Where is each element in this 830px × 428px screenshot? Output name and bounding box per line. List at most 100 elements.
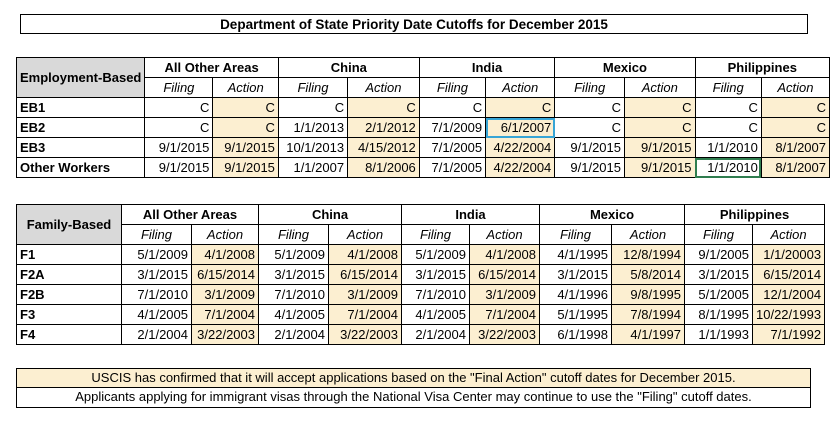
group-header: Philippines <box>694 57 830 78</box>
filing-date-cell[interactable]: 4/1/2005 <box>401 304 470 325</box>
action-date-cell[interactable]: 9/1/2015 <box>624 157 696 178</box>
filing-date-cell[interactable]: 6/1/1998 <box>539 324 612 345</box>
action-date-cell[interactable]: 4/1/2008 <box>469 244 540 265</box>
action-date-cell[interactable]: 4/1/1997 <box>611 324 685 345</box>
action-date-cell[interactable]: 8/1/2007 <box>760 157 830 178</box>
action-date-cell[interactable]: C <box>624 117 696 138</box>
action-date-cell[interactable]: 6/15/2014 <box>328 264 402 285</box>
filing-date-cell[interactable]: C <box>418 97 487 118</box>
action-date-cell[interactable]: 9/1/2015 <box>212 157 279 178</box>
action-date-cell[interactable]: C <box>760 117 830 138</box>
action-date-cell[interactable]: 6/15/2014 <box>751 264 826 285</box>
filing-date-cell[interactable]: 9/1/2015 <box>144 157 214 178</box>
filing-date-cell[interactable]: 1/1/2010 <box>694 137 762 158</box>
action-subheader: Action <box>485 77 556 98</box>
action-date-cell[interactable]: C <box>212 97 279 118</box>
filing-date-cell[interactable]: C <box>694 97 762 118</box>
action-date-cell[interactable]: 7/1/1992 <box>751 324 826 345</box>
filing-date-cell[interactable]: 9/1/2015 <box>554 137 625 158</box>
filing-date-cell[interactable]: 1/1/1993 <box>684 324 753 345</box>
action-date-cell[interactable]: C <box>212 117 279 138</box>
action-date-cell[interactable]: 4/1/2008 <box>328 244 402 265</box>
action-date-cell[interactable]: 8/1/2007 <box>760 137 830 158</box>
filing-date-cell[interactable]: 3/1/2015 <box>121 264 192 285</box>
row-label: F2A <box>16 264 122 285</box>
filing-date-cell[interactable]: 9/1/2005 <box>684 244 753 265</box>
action-date-cell[interactable]: C <box>347 97 420 118</box>
filing-date-cell[interactable]: C <box>554 117 625 138</box>
action-date-cell[interactable]: 3/22/2003 <box>191 324 259 345</box>
filing-date-cell[interactable]: 3/1/2015 <box>401 264 470 285</box>
action-date-cell[interactable]: 9/1/2015 <box>624 137 696 158</box>
table-row: F1 5/1/2009 4/1/2008 5/1/2009 4/1/2008 5/1/20… <box>16 244 826 265</box>
action-date-cell[interactable]: 3/1/2009 <box>469 284 540 305</box>
filing-date-cell[interactable]: C <box>554 97 625 118</box>
group-header: India <box>418 57 556 78</box>
action-date-cell[interactable]: C <box>624 97 696 118</box>
action-date-cell[interactable]: 9/1/2015 <box>212 137 279 158</box>
filing-date-cell[interactable]: 3/1/2015 <box>539 264 612 285</box>
action-date-cell[interactable]: C <box>485 97 556 118</box>
filing-date-cell[interactable]: 9/1/2015 <box>554 157 625 178</box>
action-date-cell[interactable]: 8/1/2006 <box>347 157 420 178</box>
action-date-cell[interactable]: 1/1/20003 <box>751 244 826 265</box>
filing-date-cell[interactable]: 9/1/2015 <box>144 137 214 158</box>
filing-date-cell[interactable]: 10/1/2013 <box>277 137 349 158</box>
filing-date-cell[interactable]: 1/1/2013 <box>277 117 349 138</box>
filing-date-cell[interactable]: 5/1/2005 <box>684 284 753 305</box>
filing-date-cell[interactable]: 5/1/2009 <box>258 244 329 265</box>
action-date-cell[interactable]: 7/1/2004 <box>191 304 259 325</box>
action-subheader: Action <box>624 77 696 98</box>
action-date-cell[interactable]: 5/8/2014 <box>611 264 685 285</box>
filing-date-cell[interactable]: 2/1/2004 <box>258 324 329 345</box>
action-date-cell[interactable]: 4/22/2004 <box>485 157 556 178</box>
action-date-cell[interactable]: 12/1/2004 <box>751 284 826 305</box>
action-date-cell[interactable]: 7/1/2004 <box>469 304 540 325</box>
filing-date-cell[interactable]: 2/1/2004 <box>401 324 470 345</box>
filing-date-cell[interactable]: 7/1/2010 <box>121 284 192 305</box>
filing-date-cell[interactable]: 8/1/1995 <box>684 304 753 325</box>
action-date-cell[interactable]: 10/22/1993 <box>751 304 826 325</box>
filing-date-cell[interactable]: 7/1/2005 <box>418 137 487 158</box>
action-date-cell[interactable]: 12/8/1994 <box>611 244 685 265</box>
row-label: F4 <box>16 324 122 345</box>
filing-date-cell[interactable]: 5/1/1995 <box>539 304 612 325</box>
action-date-cell[interactable]: C <box>760 97 830 118</box>
filing-date-cell[interactable]: 4/1/2005 <box>258 304 329 325</box>
filing-date-cell[interactable]: 7/1/2005 <box>418 157 487 178</box>
filing-subheader: Filing <box>418 77 487 98</box>
filing-date-cell[interactable]: 4/1/1995 <box>539 244 612 265</box>
action-date-cell[interactable]: 7/8/1994 <box>611 304 685 325</box>
filing-date-cell[interactable]: 3/1/2015 <box>684 264 753 285</box>
filing-date-cell[interactable]: 3/1/2015 <box>258 264 329 285</box>
filing-date-cell[interactable]: C <box>694 117 762 138</box>
filing-date-cell[interactable]: 5/1/2009 <box>121 244 192 265</box>
action-subheader: Action <box>469 224 540 245</box>
action-date-cell[interactable]: 9/8/1995 <box>611 284 685 305</box>
filing-date-cell[interactable]: C <box>144 97 214 118</box>
action-date-cell[interactable]: 6/15/2014 <box>191 264 259 285</box>
filing-date-cell[interactable]: 7/1/2009 <box>418 117 487 138</box>
action-date-cell[interactable]: 2/1/2012 <box>347 117 420 138</box>
filing-date-cell[interactable]: C <box>144 117 214 138</box>
filing-date-cell[interactable]: C <box>277 97 349 118</box>
action-date-cell[interactable]: 3/1/2009 <box>328 284 402 305</box>
action-date-cell[interactable]: 4/15/2012 <box>347 137 420 158</box>
action-date-cell[interactable]: 3/1/2009 <box>191 284 259 305</box>
filing-date-cell[interactable]: 2/1/2004 <box>121 324 192 345</box>
row-label: EB3 <box>15 137 146 158</box>
filing-date-cell[interactable]: 5/1/2009 <box>401 244 470 265</box>
action-date-cell[interactable]: 4/22/2004 <box>485 137 556 158</box>
action-date-cell[interactable]: 3/22/2003 <box>469 324 540 345</box>
action-date-cell[interactable]: 3/22/2003 <box>328 324 402 345</box>
filing-date-cell[interactable]: 7/1/2010 <box>401 284 470 305</box>
filing-date-cell[interactable]: 7/1/2010 <box>258 284 329 305</box>
action-date-cell[interactable]: 7/1/2004 <box>328 304 402 325</box>
action-date-cell[interactable]: 6/15/2014 <box>469 264 540 285</box>
filing-date-cell[interactable]: 1/1/2007 <box>277 157 349 178</box>
filing-date-cell[interactable]: 4/1/2005 <box>121 304 192 325</box>
filing-date-cell[interactable]: 1/1/2010 <box>694 157 762 178</box>
action-date-cell[interactable]: 4/1/2008 <box>191 244 259 265</box>
filing-date-cell[interactable]: 4/1/1996 <box>539 284 612 305</box>
action-date-cell[interactable]: 6/1/2007 <box>485 117 556 138</box>
